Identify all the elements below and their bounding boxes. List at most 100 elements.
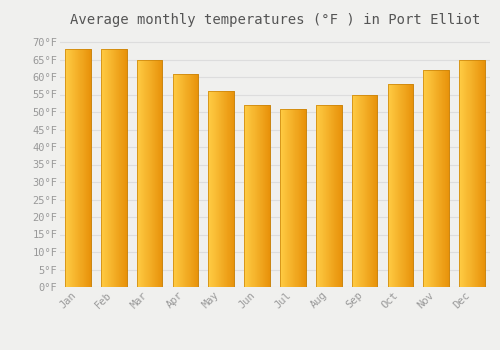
Bar bbox=[359, 94, 360, 287]
Bar bbox=[231, 91, 232, 287]
Bar bbox=[290, 108, 291, 287]
Bar bbox=[217, 91, 218, 287]
Bar bbox=[369, 94, 370, 287]
Bar bbox=[283, 108, 284, 287]
Bar bbox=[125, 49, 126, 287]
Bar bbox=[354, 94, 355, 287]
Bar bbox=[297, 108, 298, 287]
Bar bbox=[136, 60, 162, 287]
Bar bbox=[401, 84, 402, 287]
Bar bbox=[157, 60, 158, 287]
Bar bbox=[211, 91, 212, 287]
Bar bbox=[459, 60, 485, 287]
Bar bbox=[445, 70, 446, 287]
Bar bbox=[333, 105, 334, 287]
Bar bbox=[187, 74, 188, 287]
Bar bbox=[428, 70, 429, 287]
Bar bbox=[78, 49, 79, 287]
Bar bbox=[226, 91, 227, 287]
Bar bbox=[460, 60, 461, 287]
Bar bbox=[373, 94, 374, 287]
Bar bbox=[123, 49, 124, 287]
Bar bbox=[87, 49, 88, 287]
Bar bbox=[424, 70, 449, 287]
Bar bbox=[317, 105, 318, 287]
Bar bbox=[339, 105, 340, 287]
Bar bbox=[425, 70, 426, 287]
Bar bbox=[161, 60, 162, 287]
Bar bbox=[408, 84, 409, 287]
Bar bbox=[370, 94, 371, 287]
Bar bbox=[141, 60, 142, 287]
Bar bbox=[475, 60, 476, 287]
Bar bbox=[371, 94, 372, 287]
Bar bbox=[397, 84, 398, 287]
Bar bbox=[321, 105, 322, 287]
Bar bbox=[90, 49, 91, 287]
Bar bbox=[212, 91, 213, 287]
Bar bbox=[391, 84, 392, 287]
Bar bbox=[318, 105, 319, 287]
Bar bbox=[257, 105, 258, 287]
Bar bbox=[215, 91, 216, 287]
Bar bbox=[375, 94, 376, 287]
Bar bbox=[331, 105, 332, 287]
Bar bbox=[252, 105, 253, 287]
Bar bbox=[437, 70, 438, 287]
Bar bbox=[84, 49, 85, 287]
Bar bbox=[462, 60, 463, 287]
Bar bbox=[246, 105, 247, 287]
Bar bbox=[484, 60, 485, 287]
Bar bbox=[144, 60, 145, 287]
Bar bbox=[480, 60, 481, 287]
Bar bbox=[159, 60, 160, 287]
Bar bbox=[476, 60, 477, 287]
Bar bbox=[222, 91, 223, 287]
Bar bbox=[258, 105, 259, 287]
Bar bbox=[152, 60, 153, 287]
Bar bbox=[289, 108, 290, 287]
Bar bbox=[434, 70, 435, 287]
Bar bbox=[138, 60, 140, 287]
Bar bbox=[216, 91, 217, 287]
Bar bbox=[266, 105, 267, 287]
Bar bbox=[296, 108, 297, 287]
Bar bbox=[232, 91, 233, 287]
Bar bbox=[121, 49, 122, 287]
Bar bbox=[172, 74, 199, 287]
Bar bbox=[335, 105, 336, 287]
Bar bbox=[265, 105, 266, 287]
Bar bbox=[250, 105, 251, 287]
Bar bbox=[75, 49, 76, 287]
Bar bbox=[227, 91, 228, 287]
Bar bbox=[182, 74, 183, 287]
Bar bbox=[482, 60, 483, 287]
Bar bbox=[424, 70, 425, 287]
Bar bbox=[376, 94, 377, 287]
Bar bbox=[431, 70, 432, 287]
Bar bbox=[253, 105, 254, 287]
Bar bbox=[136, 60, 137, 287]
Bar bbox=[72, 49, 73, 287]
Bar bbox=[197, 74, 198, 287]
Bar bbox=[436, 70, 437, 287]
Bar bbox=[67, 49, 68, 287]
Bar bbox=[190, 74, 191, 287]
Bar bbox=[329, 105, 330, 287]
Bar bbox=[223, 91, 224, 287]
Bar bbox=[280, 108, 281, 287]
Bar bbox=[118, 49, 119, 287]
Bar bbox=[172, 74, 199, 287]
Bar bbox=[194, 74, 195, 287]
Bar bbox=[459, 60, 460, 287]
Bar bbox=[444, 70, 445, 287]
Bar bbox=[179, 74, 180, 287]
Bar bbox=[368, 94, 369, 287]
Bar bbox=[390, 84, 391, 287]
Bar bbox=[409, 84, 410, 287]
Bar bbox=[101, 49, 126, 287]
Bar bbox=[160, 60, 161, 287]
Bar bbox=[88, 49, 89, 287]
Bar bbox=[156, 60, 157, 287]
Bar bbox=[183, 74, 184, 287]
